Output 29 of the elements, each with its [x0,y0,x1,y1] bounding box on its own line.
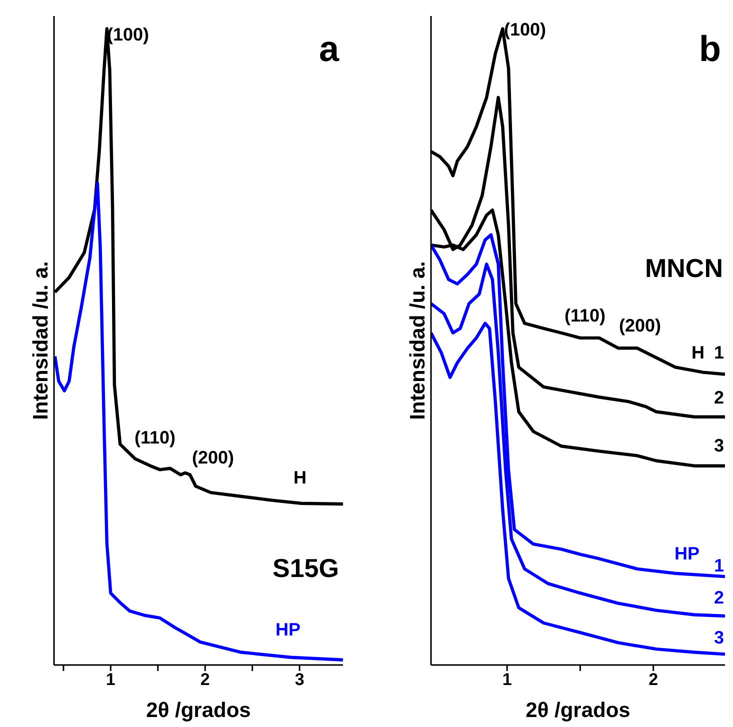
annotation: (200) [618,316,662,336]
text: MNCN [645,253,723,284]
x-tick-label: 1 [502,670,512,690]
annotation: HP [275,620,301,640]
annotation: H [692,342,704,364]
chart-title: a [318,28,339,70]
annotation: HP [674,544,700,564]
y-axis-title: Intensidad /u. a. [406,261,430,420]
annotation: 1 [714,556,724,576]
x-tick-label: 1 [106,670,116,690]
annotation: 2 [714,588,724,608]
annotation: 3 [714,436,724,456]
annotation: (100) [504,20,546,40]
x-tick-label: 2 [200,670,210,690]
annotation: 1 [714,342,724,364]
annotation: (100) [106,24,150,46]
x-axis-title: 2θ /grados [146,699,251,722]
chart-title: b [699,28,721,70]
x-axis-title: 2θ /grados [526,699,630,722]
annotation: (110) [134,428,176,448]
annotation: H [294,468,306,488]
annotation: 2 [714,388,724,408]
annotation: (110) [564,306,606,326]
x-tick-label: 3 [294,670,304,690]
annotation: 3 [714,628,724,648]
x-tick-label: 2 [648,670,658,690]
y-axis-title: Intensidad /u. a. [29,261,52,420]
annotation: (200) [192,448,234,468]
text: S15G [272,553,339,584]
